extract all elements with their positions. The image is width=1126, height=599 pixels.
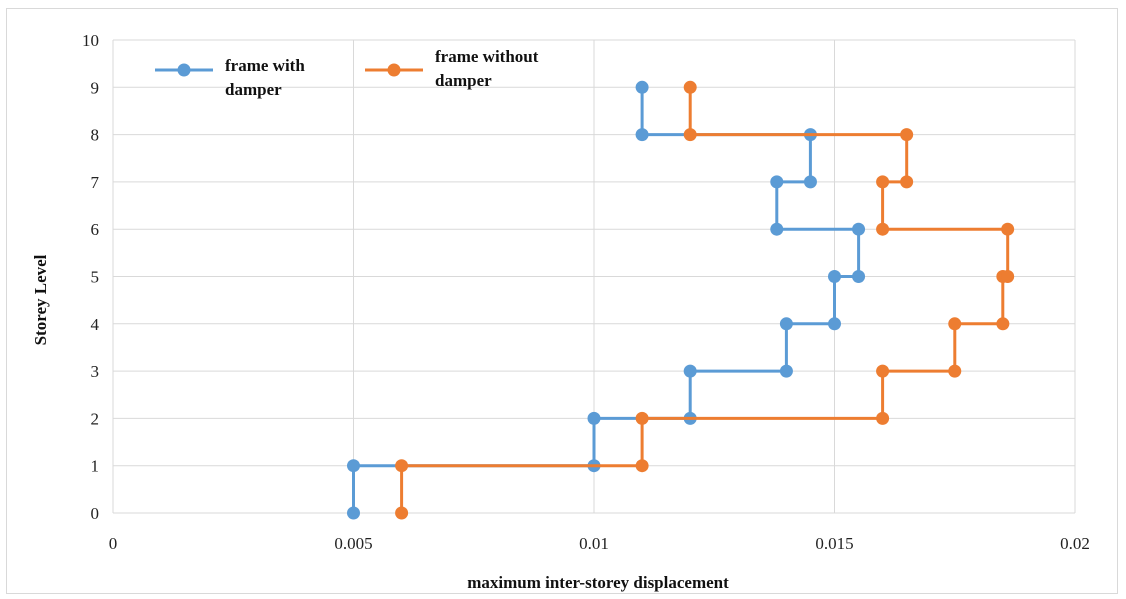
- data-point: [587, 411, 601, 425]
- x-tick-label: 0.02: [1060, 534, 1090, 553]
- data-point: [635, 128, 649, 142]
- legend-item: frame without damper: [365, 47, 539, 90]
- y-axis-title: Storey Level: [31, 254, 50, 345]
- data-point: [635, 459, 649, 473]
- data-point: [779, 317, 793, 331]
- data-point: [635, 80, 649, 94]
- data-point: [635, 411, 649, 425]
- data-point: [852, 222, 866, 236]
- data-point: [1001, 270, 1015, 283]
- data-point: [683, 364, 697, 378]
- x-tick-label: 0: [109, 534, 118, 553]
- legend-swatch-marker: [387, 63, 401, 77]
- legend-label: frame with: [225, 56, 305, 75]
- data-point: [948, 317, 962, 331]
- series-line: [400, 87, 1010, 513]
- data-point: [876, 175, 890, 189]
- legend-item: frame with damper: [155, 56, 305, 99]
- data-point: [900, 128, 914, 142]
- data-point: [395, 459, 409, 473]
- data-point: [347, 459, 360, 473]
- data-point: [828, 317, 841, 331]
- legend-label: damper: [435, 71, 492, 90]
- series-without-damper: [395, 80, 1015, 520]
- legend-swatch-marker: [177, 63, 191, 77]
- y-tick-label: 5: [91, 268, 100, 287]
- y-tick-label: 9: [91, 78, 100, 97]
- legend-label: damper: [225, 80, 282, 99]
- data-point: [770, 222, 784, 236]
- data-point: [948, 364, 962, 378]
- data-point: [876, 222, 890, 236]
- y-tick-label: 6: [91, 220, 100, 239]
- series-lines: [347, 80, 1015, 520]
- y-tick-label: 8: [91, 126, 100, 145]
- chart-frame: [6, 8, 1118, 594]
- data-point: [347, 506, 360, 520]
- x-tick-label: 0.015: [815, 534, 853, 553]
- legend-label: frame without: [435, 47, 539, 66]
- data-point: [900, 175, 914, 189]
- series-with-damper: [347, 80, 866, 520]
- data-point: [1001, 222, 1015, 236]
- y-tick-label: 3: [91, 362, 100, 381]
- data-point: [828, 270, 841, 283]
- y-axis-ticks: 0 1 2 3 4 5 6 7 8 9 10: [82, 31, 100, 523]
- y-tick-label: 7: [91, 173, 100, 192]
- data-point: [876, 364, 890, 378]
- x-axis-ticks: 0 0.005 0.01 0.015 0.02: [109, 534, 1090, 553]
- x-tick-label: 0.01: [579, 534, 609, 553]
- data-point: [683, 128, 697, 142]
- data-point: [803, 175, 817, 189]
- data-point: [876, 411, 890, 425]
- x-axis-title: maximum inter-storey displacement: [467, 573, 729, 592]
- data-point: [996, 317, 1010, 331]
- data-point: [852, 270, 866, 283]
- legend: frame with damper frame without damper: [155, 47, 539, 99]
- y-tick-label: 1: [91, 457, 100, 476]
- data-point: [779, 364, 793, 378]
- y-tick-label: 2: [91, 409, 100, 428]
- data-point: [395, 506, 409, 520]
- y-tick-label: 0: [91, 504, 100, 523]
- x-tick-label: 0.005: [334, 534, 372, 553]
- y-tick-label: 4: [91, 315, 100, 334]
- data-point: [683, 80, 697, 94]
- y-tick-label: 10: [82, 31, 99, 50]
- series-line: [352, 87, 861, 513]
- data-point: [770, 175, 784, 189]
